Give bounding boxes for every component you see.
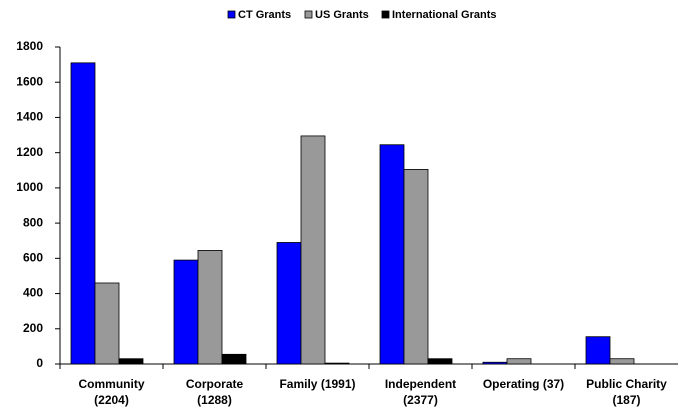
bar	[300, 135, 326, 365]
bar	[324, 362, 350, 365]
legend-label: International Grants	[392, 9, 497, 21]
bar	[197, 250, 223, 365]
y-tick-label: 800	[23, 215, 43, 229]
bar	[276, 242, 302, 365]
bar	[173, 259, 199, 365]
bar	[70, 62, 96, 365]
x-tick-label: Community (2204)	[79, 377, 145, 407]
y-tick-label: 400	[23, 286, 43, 300]
legend-label: CT Grants	[238, 9, 291, 21]
bar	[221, 353, 247, 365]
y-tick-label: 1000	[16, 180, 43, 194]
y-tick-label: 600	[23, 251, 43, 265]
legend-label: US Grants	[315, 9, 369, 21]
x-tick-label: Operating (37)	[483, 377, 564, 391]
y-tick-label: 1800	[16, 39, 43, 53]
bar	[609, 358, 635, 365]
bar	[506, 358, 532, 365]
y-tick-label: 0	[36, 356, 43, 370]
x-tick-label: Family (1991)	[279, 377, 355, 391]
x-tick-label: Independent (2377)	[385, 377, 456, 407]
legend-swatch	[381, 10, 390, 19]
bar	[403, 168, 429, 365]
bar	[94, 282, 120, 365]
bar	[379, 144, 405, 365]
x-tick-label: Public Charity (187)	[586, 377, 667, 407]
bar	[585, 336, 611, 365]
bar	[482, 361, 508, 365]
legend-swatch	[304, 10, 313, 19]
y-tick-label: 1600	[16, 74, 43, 88]
y-tick-label: 200	[23, 321, 43, 335]
x-tick-label: Corporate (1288)	[186, 377, 244, 407]
legend-swatch	[227, 10, 236, 19]
y-tick-label: 1200	[16, 145, 43, 159]
bar	[427, 358, 453, 365]
y-tick-label: 1400	[16, 110, 43, 124]
bar	[118, 358, 144, 365]
